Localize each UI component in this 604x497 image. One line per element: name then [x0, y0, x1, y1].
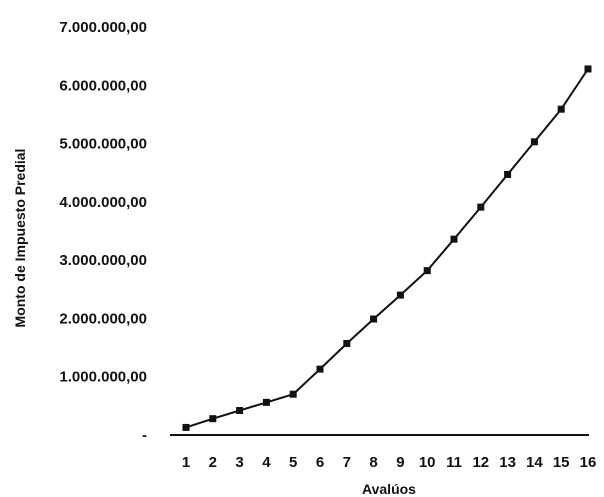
x-tick-label: 14 — [526, 454, 543, 471]
data-point-marker — [530, 138, 538, 146]
x-tick-label: 12 — [472, 454, 489, 471]
x-tick-label: 10 — [419, 454, 436, 471]
plot-area — [170, 65, 592, 436]
x-tick-label: 2 — [209, 454, 217, 471]
x-tick-label: 7 — [343, 454, 351, 471]
data-point-marker — [343, 339, 351, 347]
y-tick-label: 1.000.000,00 — [59, 369, 147, 386]
data-point-marker — [557, 105, 565, 113]
x-tick-label: 1 — [182, 454, 190, 471]
y-tick-label: 2.000.000,00 — [59, 310, 147, 327]
x-tick-label: 3 — [235, 454, 243, 471]
y-axis-tick-labels: - 1.000.000,00 2.000.000,00 3.000.000,00 4.0… — [59, 19, 147, 444]
x-axis-tick-labels: 1 2 3 4 5 6 7 8 9 10 11 12 13 14 15 16 — [182, 454, 597, 471]
data-point-marker — [584, 65, 592, 73]
x-tick-label: 16 — [580, 454, 597, 471]
x-tick-label: 6 — [316, 454, 324, 471]
data-point-marker — [423, 267, 431, 275]
data-point-marker — [182, 423, 190, 431]
y-tick-label: 3.000.000,00 — [59, 252, 147, 269]
y-axis-title: Monto de Impuesto Predial — [12, 149, 28, 328]
x-tick-label: 9 — [396, 454, 404, 471]
data-point-marker — [209, 415, 217, 423]
y-tick-label: 7.000.000,00 — [59, 19, 147, 36]
x-axis-title: Avalúos — [362, 481, 416, 497]
x-tick-label: 5 — [289, 454, 297, 471]
data-point-marker — [370, 315, 378, 323]
x-tick-label: 13 — [499, 454, 516, 471]
x-tick-label: 11 — [446, 454, 462, 471]
y-tick-label: 6.000.000,00 — [59, 77, 147, 94]
series-line — [185, 68, 589, 429]
x-tick-label: 8 — [369, 454, 377, 471]
data-point-marker — [262, 398, 270, 406]
data-point-marker — [504, 170, 512, 178]
data-point-marker — [396, 291, 404, 299]
data-point-marker — [289, 390, 297, 398]
data-point-marker — [450, 235, 458, 243]
data-point-marker — [236, 407, 244, 415]
y-tick-label: 5.000.000,00 — [59, 136, 147, 153]
series-markers — [182, 65, 592, 431]
y-tick-label: - — [142, 427, 147, 444]
x-tick-label: 15 — [553, 454, 570, 471]
data-point-marker — [316, 365, 324, 373]
data-point-marker — [477, 203, 485, 211]
y-tick-label: 4.000.000,00 — [59, 194, 147, 211]
x-tick-label: 4 — [262, 454, 271, 471]
